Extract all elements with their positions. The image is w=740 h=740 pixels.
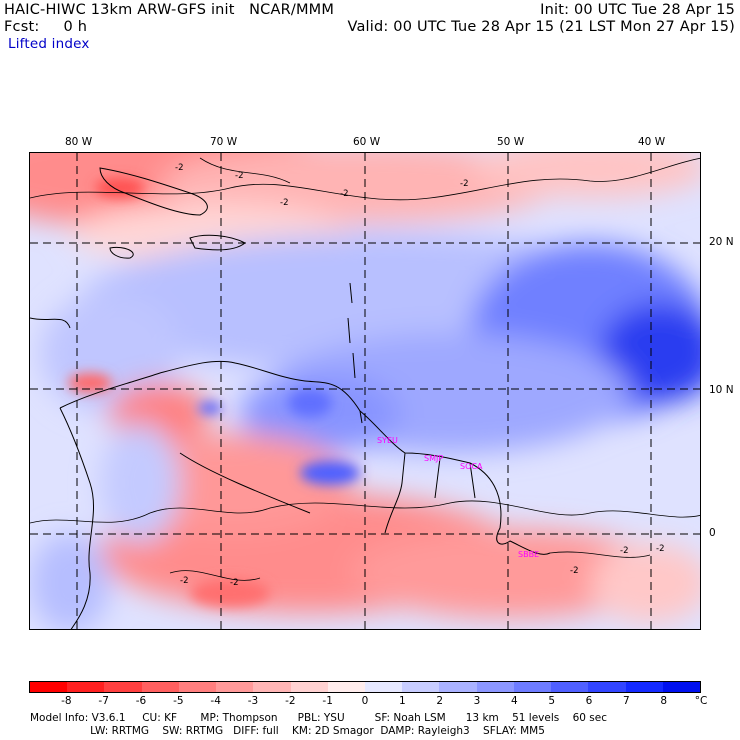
colorbar-label-12: 4: [510, 695, 518, 707]
contour-lines: [30, 157, 700, 581]
lon-label-50w: 50 W: [497, 136, 525, 148]
lon-label-60w: 60 W: [353, 136, 381, 148]
colorbar-label-13: 5: [548, 695, 555, 707]
field-shading: [30, 153, 700, 629]
contour-label-5: -2: [460, 179, 468, 189]
colorbar-label-5: -3: [247, 695, 259, 707]
contour-label-6: -2: [180, 576, 188, 586]
model-info-line1: Model Info: V3.6.1 CU: KF MP: Thompson P…: [30, 712, 607, 724]
colorbar-swatch-17: [662, 682, 700, 692]
colorbar-swatch-13: [513, 682, 552, 692]
colorbar-label-1: -7: [98, 695, 109, 707]
colorbar-label-3: -5: [173, 695, 184, 707]
lifted-index-map: -2 -2 -2 -2 -2 -2 -2 -2 -2 -2 SYEU SMJP …: [29, 152, 701, 630]
lat-label-10n: 10 N: [709, 384, 734, 396]
station-syeu: SYEU: [377, 436, 398, 445]
colorbar-label-2: -6: [135, 695, 147, 707]
colorbar-swatch-14: [551, 682, 589, 692]
lat-lon-grid: [30, 153, 700, 629]
field-name: Lifted index: [8, 36, 90, 52]
colorbar-swatch-15: [588, 682, 626, 692]
colorbar-label-6: -2: [285, 695, 296, 707]
colorbar-label-0: -8: [61, 695, 72, 707]
contour-label-10: -2: [656, 544, 664, 554]
colorbar-swatch-10: [402, 682, 440, 692]
colorbar-swatch-9: [364, 682, 403, 692]
lon-label-40w: 40 W: [638, 136, 666, 148]
contour-label-4: -2: [340, 189, 348, 199]
colorbar-swatch-11: [439, 682, 477, 692]
station-smjp: SMJP: [424, 454, 443, 463]
coastlines: [30, 167, 551, 629]
colorbar-swatch-2: [104, 682, 142, 692]
colorbar-swatch-0: [30, 682, 68, 692]
colorbar-label-4: -4: [210, 695, 221, 707]
colorbar-swatch-16: [625, 682, 663, 692]
colorbar-label-15: 7: [622, 695, 630, 707]
colorbar-label-7: -1: [322, 695, 333, 707]
colorbar-label-9: 1: [398, 695, 406, 707]
colorbar-label-10: 2: [436, 695, 443, 707]
colorbar-swatch-4: [178, 682, 217, 692]
colorbar-swatch-3: [141, 682, 179, 692]
colorbar-label-8: 0: [361, 695, 369, 707]
contour-label-2: -2: [235, 171, 243, 181]
station-markers: SYEU SMJP SOCA SBBE: [377, 436, 539, 559]
colorbar-swatch-7: [290, 682, 328, 692]
valid-time: Valid: 00 UTC Tue 28 Apr 15 (21 LST Mon …: [347, 19, 735, 35]
lon-label-70w: 70 W: [210, 136, 238, 148]
map-canvas: -2 -2 -2 -2 -2 -2 -2 -2 -2 -2 SYEU SMJP …: [30, 153, 700, 629]
colorbar-swatch-12: [476, 682, 514, 692]
colorbar-swatch-5: [216, 682, 254, 692]
contour-label-1: -2: [175, 163, 183, 173]
model-title: HAIC-HIWC 13km ARW-GFS init NCAR/MMM: [4, 2, 335, 18]
init-time: Init: 00 UTC Tue 28 Apr 15: [540, 2, 735, 18]
colorbar: [29, 681, 701, 693]
colorbar-swatch-1: [67, 682, 105, 692]
contour-label-8: -2: [570, 566, 578, 576]
colorbar-label-14: 6: [585, 695, 593, 707]
contour-label-7: -2: [230, 578, 238, 588]
lat-label-20n: 20 N: [709, 236, 734, 248]
lon-label-80w: 80 W: [65, 136, 93, 148]
colorbar-label-11: 3: [473, 695, 481, 707]
colorbar-unit: °C: [694, 695, 708, 707]
contour-label-9: -2: [620, 546, 628, 556]
station-sbbe: SBBE: [518, 550, 539, 559]
colorbar-swatch-6: [253, 682, 291, 692]
contour-label-3: -2: [280, 198, 288, 208]
contour-labels: -2 -2 -2 -2 -2 -2 -2 -2 -2 -2: [175, 163, 664, 588]
colorbar-swatch-8: [327, 682, 365, 692]
lat-label-0: 0: [709, 527, 716, 539]
model-info-line2: LW: RRTMG SW: RRTMG DIFF: full KM: 2D Sm…: [30, 725, 545, 737]
colorbar-label-16: 8: [660, 695, 667, 707]
forecast-hour: Fcst: 0 h: [4, 19, 88, 35]
station-soca: SOCA: [460, 462, 483, 471]
